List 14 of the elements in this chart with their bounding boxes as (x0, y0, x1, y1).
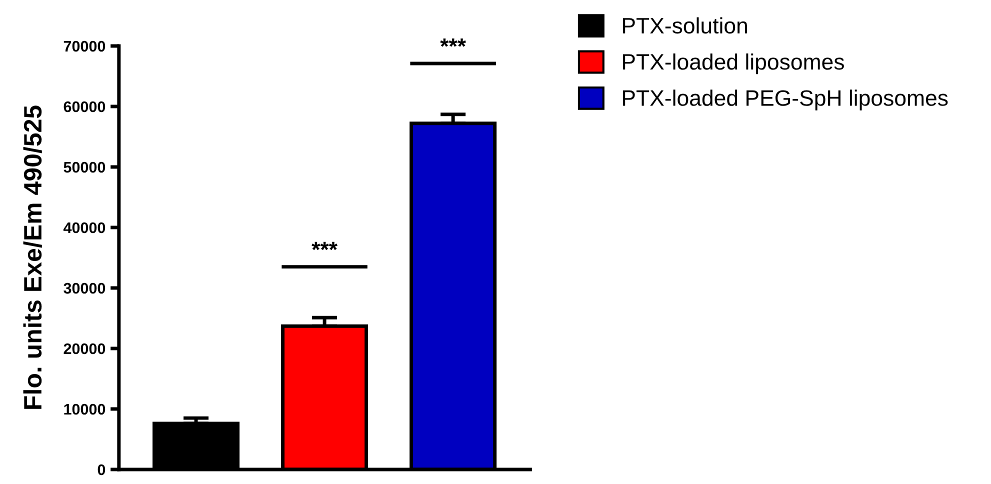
y-tick-label: 50000 (64, 162, 106, 173)
legend-label: PTX-solution (623, 17, 747, 34)
y-tick-label: 0 (98, 464, 106, 476)
legend-label: PTX-loaded PEG-SpH liposomes (623, 90, 948, 110)
y-axis-title: Flo. units Exe/Em 490/525 (23, 106, 42, 409)
annotation: *** (312, 242, 338, 250)
y-tick-label: 70000 (64, 40, 106, 52)
y-tick-label: 40000 (63, 222, 106, 234)
y-tick-label: 60000 (64, 101, 106, 112)
legend-label: PTX-loaded liposomes (623, 53, 844, 74)
y-tick-label: 10000 (64, 404, 106, 415)
y-tick-label: 20000 (64, 343, 106, 354)
annotation: *** (440, 38, 466, 47)
y-tick-label: 30000 (64, 282, 106, 294)
